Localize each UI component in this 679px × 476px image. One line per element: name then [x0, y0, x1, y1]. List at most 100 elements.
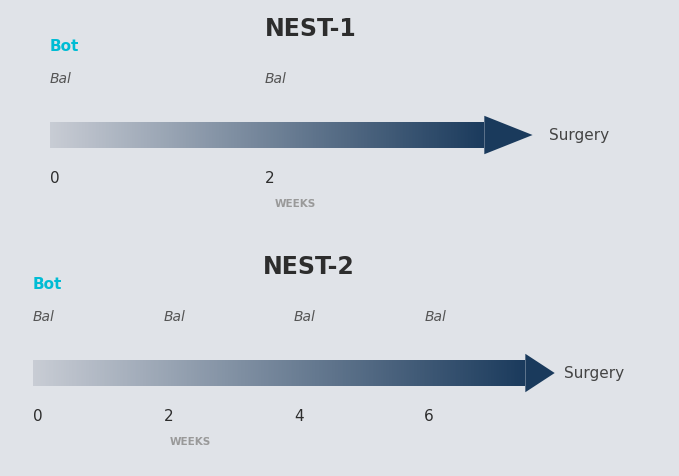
Bar — [391, 360, 392, 386]
Bar — [340, 360, 342, 386]
Bar — [260, 122, 261, 148]
Bar — [61, 360, 62, 386]
Bar — [515, 360, 517, 386]
Bar — [348, 360, 350, 386]
Bar — [448, 122, 449, 148]
Bar — [469, 122, 470, 148]
Bar — [45, 360, 46, 386]
Bar — [319, 122, 320, 148]
Bar — [261, 360, 263, 386]
Bar — [386, 122, 387, 148]
Bar — [302, 360, 304, 386]
Bar — [121, 122, 122, 148]
Bar — [240, 122, 241, 148]
Bar — [392, 360, 394, 386]
Bar — [215, 122, 217, 148]
Bar — [420, 360, 422, 386]
Bar — [228, 360, 230, 386]
Bar — [274, 360, 276, 386]
Bar — [85, 122, 86, 148]
Bar — [514, 360, 515, 386]
Bar — [344, 122, 346, 148]
Bar — [169, 360, 171, 386]
Bar — [496, 360, 498, 386]
Bar — [56, 360, 58, 386]
Bar — [305, 122, 306, 148]
Bar — [249, 122, 250, 148]
Bar — [478, 360, 479, 386]
Bar — [110, 360, 112, 386]
Bar — [120, 122, 121, 148]
Bar — [322, 360, 323, 386]
Bar — [236, 360, 238, 386]
Bar — [113, 360, 115, 386]
Bar — [160, 360, 161, 386]
Bar — [143, 122, 144, 148]
Bar — [202, 122, 204, 148]
Bar — [167, 122, 168, 148]
Bar — [268, 122, 270, 148]
Bar — [118, 122, 120, 148]
Bar — [168, 122, 170, 148]
Bar — [73, 360, 74, 386]
Bar — [383, 122, 384, 148]
Bar — [397, 122, 399, 148]
Bar — [199, 122, 200, 148]
Bar — [402, 360, 404, 386]
Bar — [166, 122, 167, 148]
Bar — [136, 122, 139, 148]
Bar — [407, 122, 409, 148]
Polygon shape — [484, 116, 532, 154]
Bar — [405, 360, 407, 386]
Bar — [366, 360, 368, 386]
Bar — [354, 360, 356, 386]
Bar — [317, 360, 318, 386]
Bar — [145, 122, 147, 148]
Bar — [323, 360, 325, 386]
Bar — [223, 360, 225, 386]
Bar — [82, 360, 84, 386]
Bar — [335, 360, 337, 386]
Text: 2: 2 — [264, 171, 274, 186]
Bar — [494, 360, 496, 386]
Bar — [177, 122, 179, 148]
Bar — [511, 360, 512, 386]
Bar — [420, 122, 422, 148]
Bar — [289, 122, 290, 148]
Bar — [158, 122, 160, 148]
Bar — [166, 360, 168, 386]
Bar — [109, 360, 110, 386]
Bar — [271, 360, 273, 386]
Bar — [467, 122, 469, 148]
Bar — [160, 122, 162, 148]
Bar — [194, 360, 196, 386]
Bar — [163, 122, 164, 148]
Bar — [156, 360, 158, 386]
Bar — [212, 360, 213, 386]
Bar — [138, 360, 140, 386]
Bar — [389, 122, 390, 148]
Bar — [199, 360, 200, 386]
Bar — [48, 360, 50, 386]
Bar — [374, 122, 375, 148]
Bar — [207, 360, 208, 386]
Bar — [225, 122, 227, 148]
Bar — [486, 360, 488, 386]
Bar — [50, 122, 52, 148]
Bar — [394, 122, 396, 148]
Bar — [174, 360, 176, 386]
Bar — [161, 360, 163, 386]
Bar — [100, 360, 102, 386]
Bar — [441, 122, 442, 148]
Bar — [369, 360, 371, 386]
Bar — [213, 122, 215, 148]
Bar — [393, 122, 394, 148]
Bar — [111, 122, 112, 148]
Bar — [318, 360, 320, 386]
Bar — [477, 122, 479, 148]
Bar — [376, 360, 378, 386]
Bar — [464, 360, 466, 386]
Bar — [360, 122, 361, 148]
Bar — [230, 360, 232, 386]
Bar — [461, 360, 463, 386]
